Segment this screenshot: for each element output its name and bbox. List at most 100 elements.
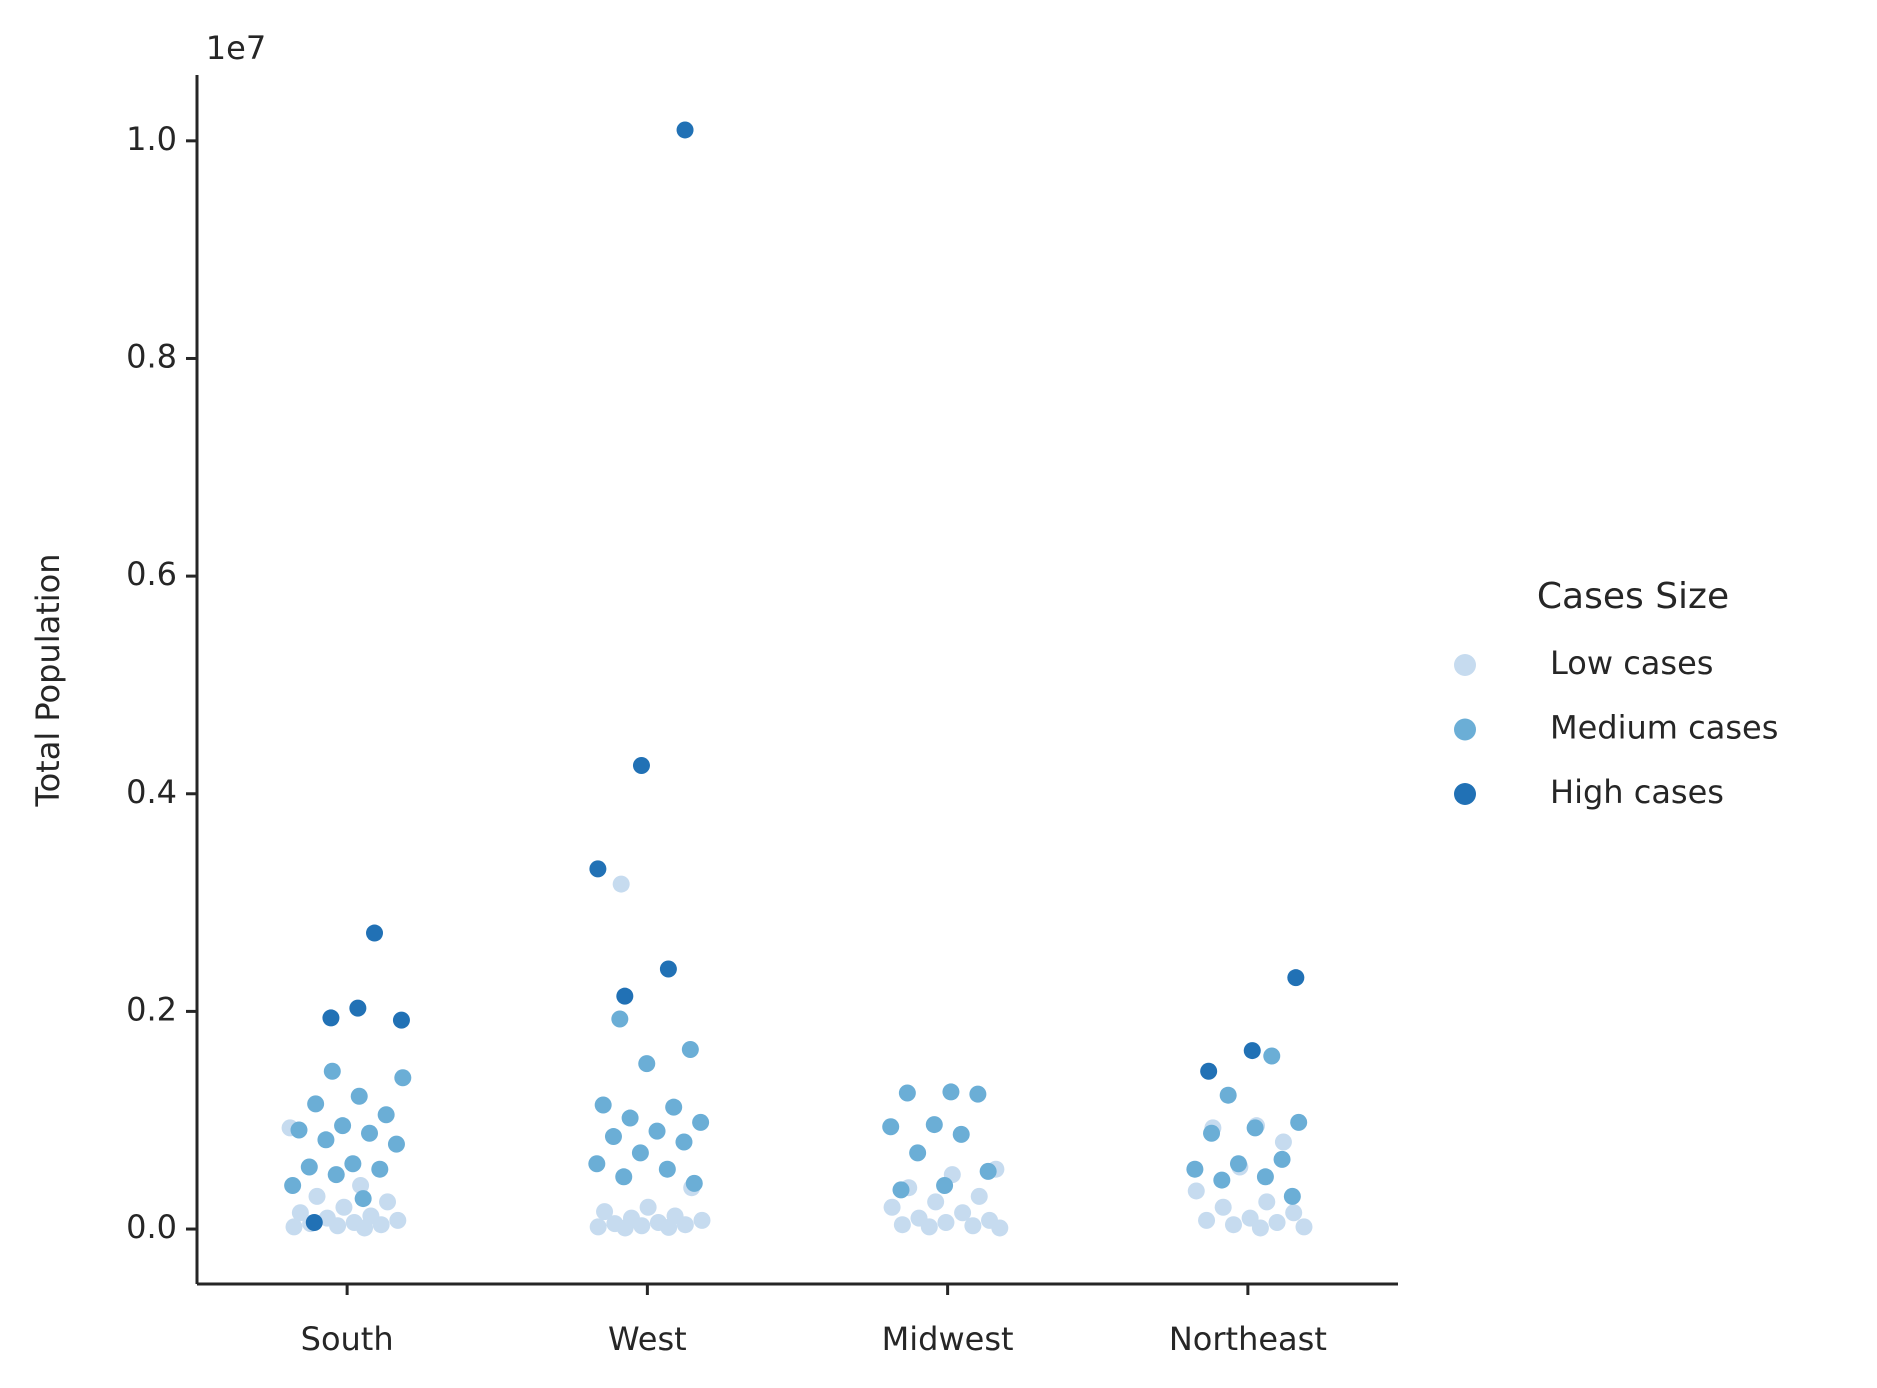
point	[291, 1204, 309, 1222]
point	[1214, 1198, 1232, 1216]
point	[952, 1125, 970, 1143]
legend-label: Medium cases	[1550, 709, 1778, 747]
point	[1274, 1133, 1292, 1151]
point	[659, 960, 677, 978]
point	[970, 1187, 988, 1205]
point	[392, 1011, 410, 1029]
point	[361, 1124, 379, 1142]
point	[594, 1096, 612, 1114]
point	[344, 1155, 362, 1173]
point	[648, 1122, 666, 1140]
point	[366, 924, 384, 942]
point	[350, 1087, 368, 1105]
point	[1224, 1216, 1242, 1234]
point	[290, 1121, 308, 1139]
point	[604, 1128, 622, 1146]
point	[633, 1217, 651, 1235]
point	[588, 1155, 606, 1173]
point	[681, 1040, 699, 1058]
legend-label: Low cases	[1550, 644, 1713, 682]
point	[632, 756, 650, 774]
point	[349, 999, 367, 1017]
point	[676, 1216, 694, 1234]
point	[308, 1187, 326, 1205]
y-tick-label: 0.2	[126, 990, 177, 1028]
point	[969, 1085, 987, 1103]
y-tick-label: 0.0	[126, 1208, 177, 1246]
point	[356, 1219, 374, 1237]
point	[329, 1217, 347, 1235]
legend-title: Cases Size	[1537, 576, 1729, 617]
point	[979, 1162, 997, 1180]
point	[352, 1177, 370, 1195]
point	[1251, 1219, 1269, 1237]
point	[638, 1055, 656, 1073]
point	[1285, 1204, 1303, 1222]
point	[1187, 1182, 1205, 1200]
point	[616, 1219, 634, 1237]
point	[394, 1069, 412, 1087]
point	[893, 1216, 911, 1234]
point	[327, 1166, 345, 1184]
point	[1200, 1062, 1218, 1080]
x-tick-label: Northeast	[1169, 1320, 1327, 1358]
point	[285, 1218, 303, 1236]
point	[323, 1062, 341, 1080]
point	[942, 1083, 960, 1101]
point	[379, 1193, 397, 1211]
legend-marker	[1454, 718, 1476, 741]
point	[612, 875, 630, 893]
point	[377, 1106, 395, 1124]
point	[1198, 1211, 1216, 1229]
point	[1283, 1187, 1301, 1205]
point	[927, 1193, 945, 1211]
point	[611, 1010, 629, 1028]
point	[322, 1009, 340, 1027]
point	[675, 1133, 693, 1151]
point	[1258, 1193, 1276, 1211]
y-tick-label: 0.4	[126, 773, 177, 811]
point	[954, 1204, 972, 1222]
point	[589, 1218, 607, 1236]
point	[1219, 1086, 1237, 1104]
point	[631, 1144, 649, 1162]
point	[305, 1214, 323, 1232]
x-tick-label: Midwest	[882, 1320, 1014, 1358]
point	[284, 1177, 302, 1195]
point	[1287, 969, 1305, 987]
point	[389, 1211, 407, 1229]
legend-marker	[1454, 783, 1476, 805]
point	[1263, 1047, 1281, 1065]
point	[676, 121, 694, 139]
point	[596, 1203, 614, 1221]
point	[1246, 1119, 1264, 1137]
point	[883, 1198, 901, 1216]
y-axis-label: Total Population	[29, 553, 67, 807]
legend-label: High cases	[1550, 773, 1724, 811]
point	[387, 1135, 405, 1153]
point	[589, 860, 607, 878]
point	[1229, 1155, 1247, 1173]
point	[925, 1116, 943, 1134]
point	[936, 1177, 954, 1195]
y-tick-label: 0.8	[126, 337, 177, 375]
x-tick-label: West	[608, 1320, 687, 1358]
point	[1243, 1042, 1261, 1060]
point	[920, 1218, 938, 1236]
point	[898, 1084, 916, 1102]
point	[693, 1211, 711, 1229]
y-tick-label: 1.0	[126, 120, 177, 158]
point	[335, 1198, 353, 1216]
point	[882, 1118, 900, 1136]
point	[660, 1218, 678, 1236]
legend-marker	[1454, 654, 1476, 676]
point	[371, 1160, 389, 1178]
point	[964, 1217, 982, 1235]
point	[621, 1109, 639, 1127]
point	[937, 1214, 955, 1232]
y-offset-label: 1e7	[206, 29, 266, 67]
point	[354, 1190, 372, 1208]
point	[892, 1181, 910, 1199]
point	[372, 1216, 390, 1234]
